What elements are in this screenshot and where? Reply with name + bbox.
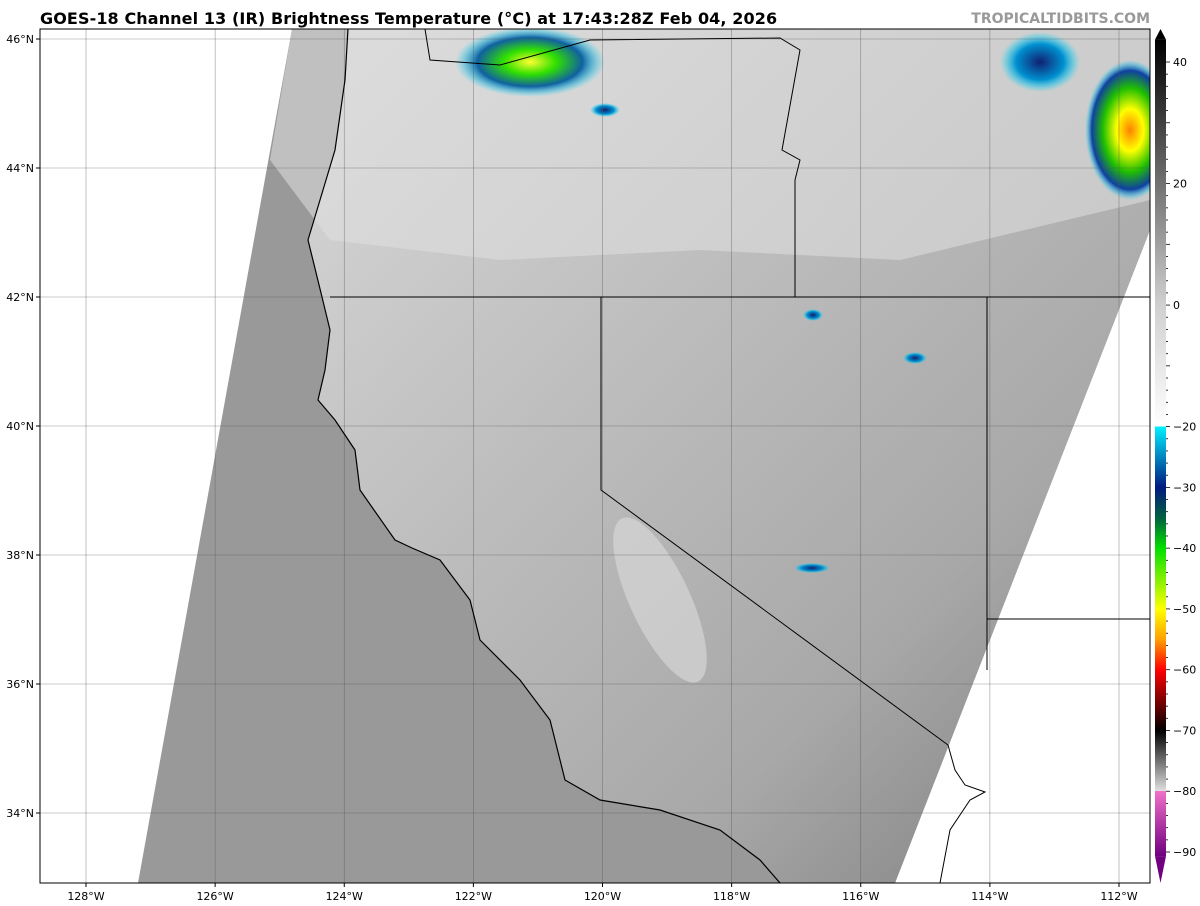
colorbar: 40 20 0 −20 −30 −40 −50 −60 −70 −80 −90 (1155, 29, 1196, 883)
lat-tick-label: 44°N (6, 162, 34, 175)
cold-cloud-top (1000, 32, 1080, 92)
colorbar-max-arrow (1155, 29, 1166, 40)
lon-tick-label: 122°W (455, 890, 492, 903)
lon-tick-label: 128°W (67, 890, 104, 903)
cold-cloud-top (794, 563, 830, 573)
map-frame (39, 28, 1151, 884)
coastline-baja (939, 744, 987, 883)
cold-cloud-top (1085, 60, 1150, 200)
valley-clouds (613, 517, 707, 683)
axis-ticks: 128°W 126°W 124°W 122°W 120°W 118°W 116°W 114°W… (6, 33, 1138, 903)
colorbar-tick-label: −30 (1173, 481, 1196, 494)
lon-tick-label: 116°W (842, 890, 879, 903)
colorbar-tick-label: −70 (1173, 724, 1196, 737)
cold-cloud-top (455, 29, 605, 97)
lon-tick-label: 114°W (971, 890, 1008, 903)
lon-tick-label: 120°W (584, 890, 621, 903)
colorbar-tick-label: 0 (1173, 299, 1180, 312)
colorbar-tick-label: −40 (1173, 542, 1196, 555)
colorbar-tick-label: −50 (1173, 603, 1196, 616)
lat-tick-label: 34°N (6, 807, 34, 820)
state-borders (330, 29, 1150, 746)
coastline (307, 29, 781, 883)
lon-tick-label: 112°W (1100, 890, 1137, 903)
colorbar-tick-label: −90 (1173, 846, 1196, 859)
lat-tick-label: 46°N (6, 33, 34, 46)
cold-cloud-top (590, 103, 620, 117)
lat-tick-label: 40°N (6, 420, 34, 433)
colorbar-tick-label: −20 (1173, 421, 1196, 434)
colorbar-tick-label: 40 (1173, 56, 1187, 69)
colorbar-gradient (1155, 39, 1166, 857)
cold-cloud-top (903, 352, 927, 364)
colorbar-tick-label: −80 (1173, 785, 1196, 798)
credit-text: TROPICALTIDBITS.COM (971, 11, 1150, 27)
lat-tick-label: 38°N (6, 549, 34, 562)
lat-tick-label: 36°N (6, 678, 34, 691)
colorbar-tick-label: 20 (1173, 178, 1187, 191)
cold-cloud-top (803, 309, 823, 321)
colorbar-min-arrow (1155, 856, 1166, 883)
map-title: GOES-18 Channel 13 (IR) Brightness Tempe… (40, 9, 778, 28)
lon-tick-label: 118°W (713, 890, 750, 903)
colorbar-tick-label: −60 (1173, 664, 1196, 677)
lon-tick-label: 124°W (326, 890, 363, 903)
lon-tick-label: 126°W (196, 890, 233, 903)
lat-tick-label: 42°N (6, 291, 34, 304)
